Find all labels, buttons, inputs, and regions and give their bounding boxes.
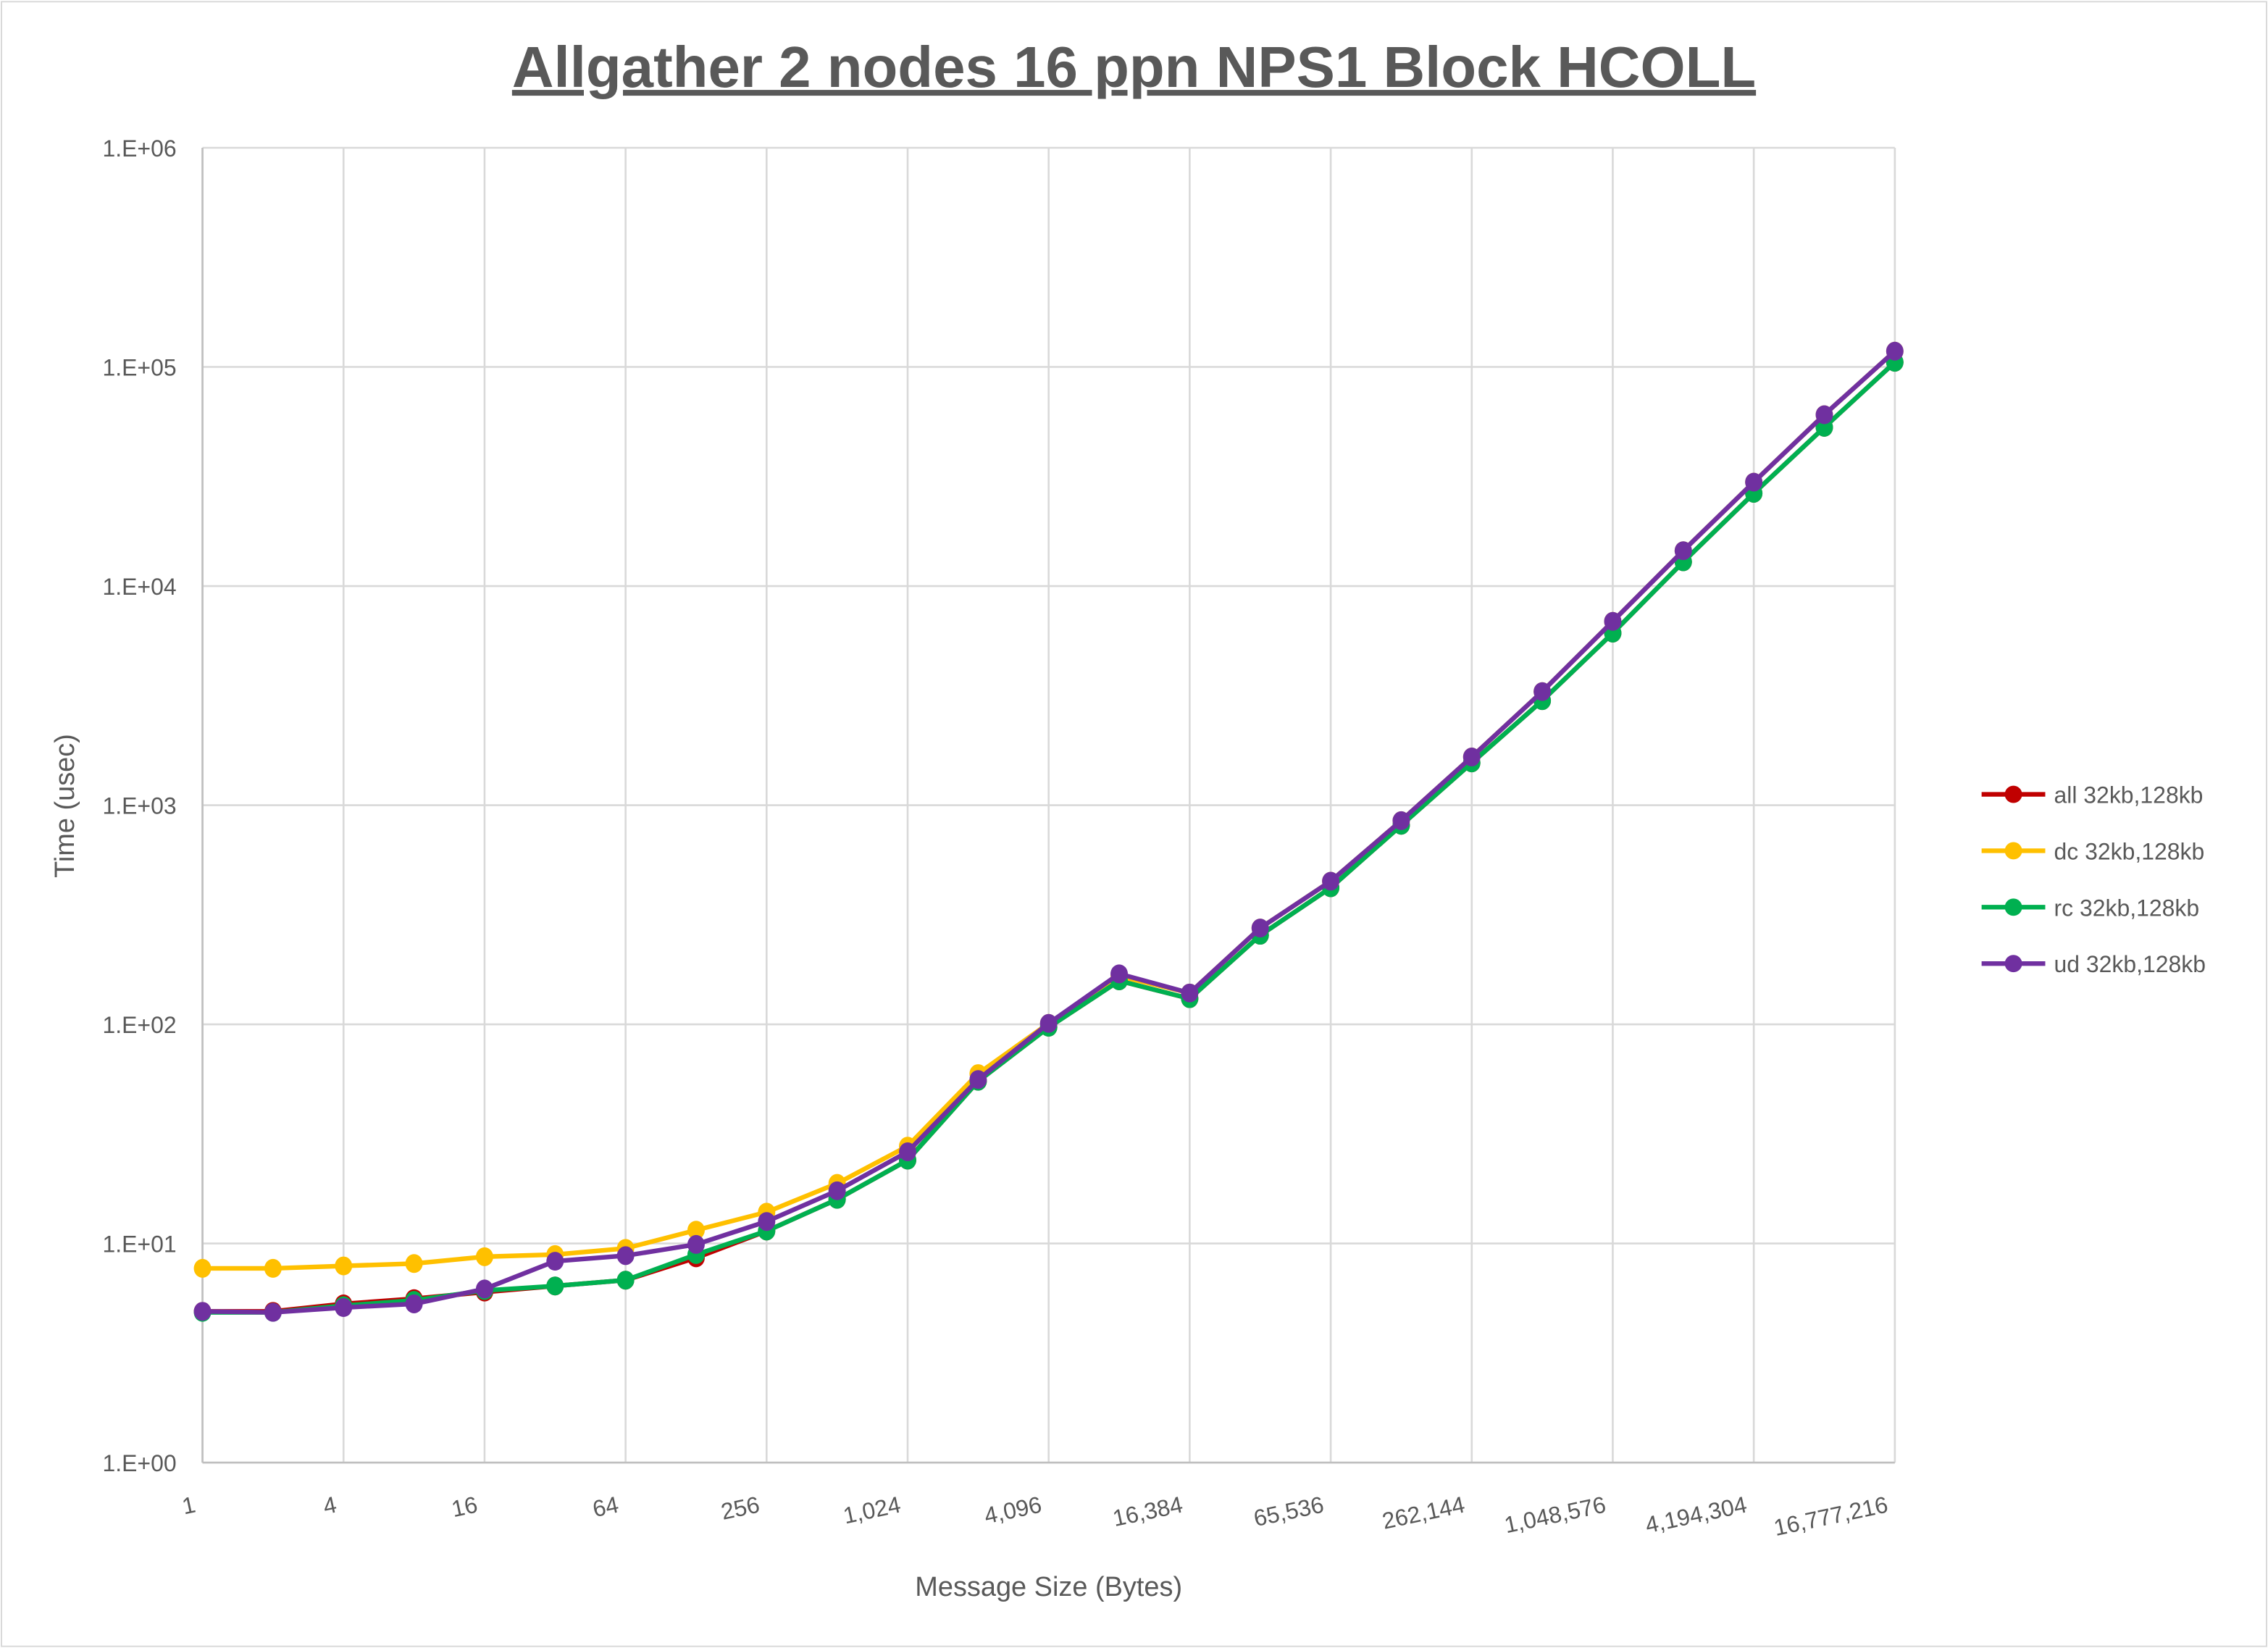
y-tick-label: 1.E+05 (102, 354, 176, 380)
y-axis-label: Time (usec) (50, 734, 80, 878)
data-point (1533, 682, 1552, 701)
data-point (335, 1256, 353, 1276)
data-point (546, 1276, 564, 1296)
data-point (546, 1252, 564, 1271)
x-axis-label: Message Size (Bytes) (915, 1572, 1182, 1602)
data-point (475, 1247, 493, 1266)
legend-label: ud 32kb,128kb (2054, 951, 2206, 977)
chart-title: Allgather 2 nodes 16 ppn NPS1 Block HCOL… (512, 35, 1756, 99)
data-point (1815, 405, 1833, 424)
legend-item: ud 32kb,128kb (1981, 951, 2206, 977)
data-point (1674, 541, 1692, 561)
data-point (1181, 983, 1199, 1003)
series-lines (193, 341, 1904, 1322)
y-tick-label: 1.E+04 (102, 574, 176, 600)
data-point (899, 1142, 916, 1162)
data-point (193, 1258, 212, 1278)
data-point (1110, 964, 1129, 984)
data-point (1039, 1013, 1058, 1033)
y-tick-label: 1.E+00 (102, 1450, 176, 1476)
legend-item: dc 32kb,128kb (1981, 838, 2204, 864)
x-tick-label: 64 (590, 1492, 621, 1523)
legend-item: rc 32kb,128kb (1981, 895, 2199, 921)
legend: all 32kb,128kb dc 32kb,128kb rc 32kb,128kb… (1981, 782, 2206, 977)
data-point (405, 1294, 423, 1313)
data-point (264, 1258, 282, 1278)
data-point (687, 1221, 705, 1240)
data-point (1463, 747, 1481, 766)
data-point (758, 1212, 776, 1231)
y-tick-labels: 1.E+00 1.E+01 1.E+02 1.E+03 1.E+04 1.E+05 1.E+… (102, 135, 176, 1476)
legend-item: all 32kb,128kb (1981, 782, 2203, 808)
data-point (616, 1271, 635, 1290)
data-point (335, 1298, 353, 1318)
data-point (1886, 341, 1904, 361)
legend-swatch-marker (2004, 785, 2022, 803)
y-tick-label: 1.E+01 (102, 1231, 176, 1258)
data-point (193, 1302, 212, 1321)
data-point (1322, 871, 1340, 891)
series-ud (193, 341, 1904, 1322)
data-point (969, 1070, 987, 1089)
legend-label: dc 32kb,128kb (2054, 838, 2204, 864)
data-point (616, 1246, 635, 1266)
data-point (1604, 611, 1622, 631)
data-point (475, 1279, 493, 1299)
data-point (264, 1302, 282, 1322)
gridlines (201, 146, 1896, 1464)
data-point (687, 1234, 705, 1254)
x-tick-label: 16 (449, 1492, 480, 1523)
y-tick-label: 1.E+06 (102, 135, 176, 162)
y-tick-label: 1.E+03 (102, 793, 176, 819)
data-point (405, 1254, 423, 1273)
legend-swatch-marker (2004, 898, 2022, 916)
y-tick-label: 1.E+02 (102, 1012, 176, 1038)
data-point (1392, 811, 1410, 830)
legend-swatch-marker (2004, 955, 2022, 973)
data-point (1745, 472, 1763, 492)
legend-label: all 32kb,128kb (2054, 782, 2203, 808)
legend-swatch-marker (2004, 842, 2022, 860)
data-point (828, 1181, 846, 1200)
data-point (1251, 919, 1269, 938)
legend-label: rc 32kb,128kb (2054, 895, 2199, 921)
